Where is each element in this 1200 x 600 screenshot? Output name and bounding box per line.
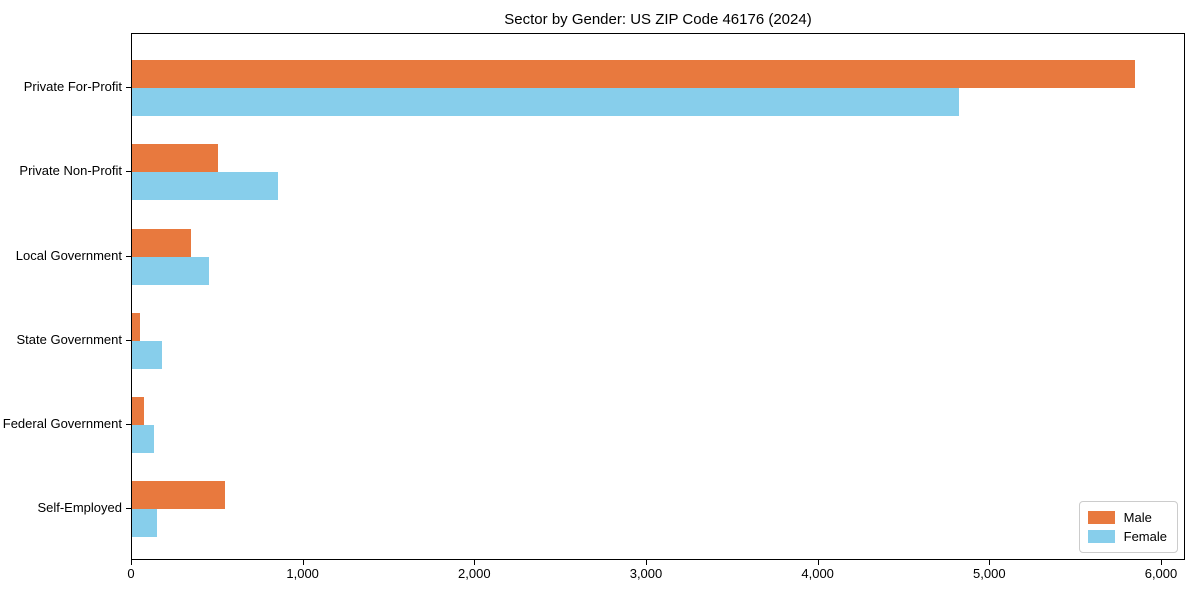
bar-male-2 <box>132 228 191 257</box>
chart-title: Sector by Gender: US ZIP Code 46176 (202… <box>504 11 812 28</box>
x-tick-mark <box>302 560 304 565</box>
legend-label-female: Female <box>1123 529 1167 544</box>
y-tick-mark <box>126 87 131 88</box>
bar-male-0 <box>132 60 1135 88</box>
bar-male-5 <box>132 481 225 510</box>
x-tick-label: 2,000 <box>458 566 491 581</box>
y-tick-mark <box>126 424 131 426</box>
x-tick-label: 6,000 <box>1144 566 1178 581</box>
legend-swatch-female <box>1087 530 1115 543</box>
bar-male-1 <box>132 144 218 173</box>
bar-female-2 <box>132 256 209 285</box>
y-tick-mark <box>126 171 131 173</box>
y-axis-label: State Government <box>16 331 123 347</box>
bar-female-1 <box>132 172 278 201</box>
y-axis-label: Local Government <box>15 247 122 263</box>
y-tick-mark <box>126 508 131 510</box>
x-tick-label: 5,000 <box>973 566 1006 581</box>
y-axis-label: Private For-Profit <box>23 79 122 94</box>
y-axis-label: Federal Government <box>2 416 122 432</box>
legend: Male Female <box>1078 501 1178 553</box>
y-axis-label: Self-Employed <box>37 500 122 516</box>
y-tick-mark <box>126 255 131 257</box>
x-tick-label: 3,000 <box>629 566 663 581</box>
x-tick-mark <box>474 560 476 565</box>
bar-female-3 <box>132 340 162 369</box>
bar-female-0 <box>132 88 959 116</box>
y-tick-mark <box>126 339 131 341</box>
bar-male-4 <box>132 397 144 426</box>
bar-male-3 <box>132 312 140 341</box>
x-tick-mark <box>131 560 132 565</box>
plot-area: Male Female <box>131 33 1185 560</box>
x-tick-label: 4,000 <box>801 566 834 581</box>
bar-female-4 <box>132 425 154 454</box>
legend-swatch-male <box>1087 511 1115 524</box>
x-tick-mark <box>989 560 991 565</box>
x-tick-label: 0 <box>127 566 135 581</box>
x-tick-mark <box>646 560 647 565</box>
legend-item-male: Male <box>1087 508 1167 527</box>
legend-item-female: Female <box>1087 527 1167 546</box>
legend-label-male: Male <box>1123 510 1152 525</box>
x-tick-mark <box>1161 560 1162 565</box>
bar-female-5 <box>132 509 157 538</box>
x-tick-mark <box>817 560 819 565</box>
x-tick-label: 1,000 <box>286 566 319 581</box>
y-axis-label: Private Non-Profit <box>19 163 122 179</box>
